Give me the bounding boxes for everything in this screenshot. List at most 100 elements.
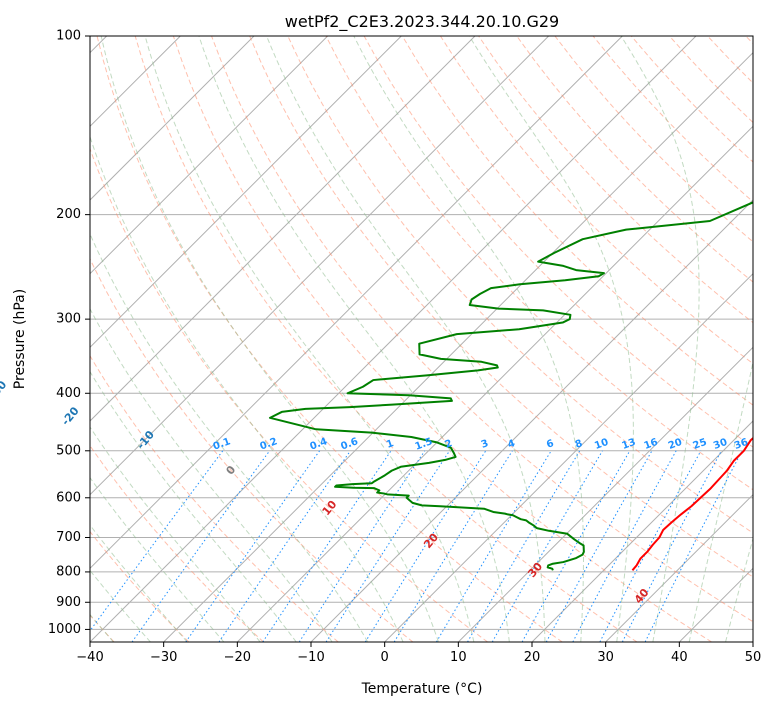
dry-adiabat-line (172, 36, 712, 642)
mixing-ratio-label: 6 (545, 438, 555, 451)
y-tick-label: 900 (56, 595, 81, 610)
dry-adiabat-label: -30 (0, 378, 10, 402)
mixing-ratio-label: 20 (667, 437, 684, 452)
moist-adiabat-line (90, 307, 333, 642)
isotherm-line (531, 420, 753, 642)
x-axis-ticks: −40 −30 −20 −10 0 10 20 30 40 50 (76, 642, 761, 665)
dry-adiabats (90, 36, 753, 642)
mixing-ratio-label: 1 (385, 438, 395, 451)
moist-adiabat-line (144, 36, 475, 642)
mixing-ratio-label: 10 (593, 437, 610, 452)
moist-adiabat-line (198, 36, 510, 642)
mixing-ratio-label: 2 (444, 438, 454, 451)
dry-adiabat-line (90, 444, 264, 642)
dry-adiabat-line (134, 36, 638, 642)
plot-frame (89, 35, 754, 643)
isotherm-line (90, 36, 476, 422)
x-tick-label: 30 (597, 650, 614, 665)
isotherm-line (457, 346, 753, 642)
pressure-grid (90, 36, 753, 630)
mixing-ratio-line (364, 450, 487, 642)
moist-adiabat-line (90, 232, 369, 642)
y-tick-label: 700 (56, 530, 81, 545)
moist-adiabat-line (688, 359, 753, 642)
dry-adiabat-line (90, 354, 339, 642)
mixing-ratio-label: 3 (480, 438, 490, 451)
mixing-ratio-line (185, 450, 320, 642)
isotherm-line (90, 36, 550, 496)
mixing-ratio-line (131, 450, 271, 642)
isotherm-line (90, 36, 402, 349)
isotherm-line (90, 36, 329, 275)
mixing-ratio-line (435, 450, 552, 642)
x-tick-label: −10 (297, 650, 324, 665)
moist-adiabat-line (90, 476, 225, 642)
isotherm-line (605, 493, 753, 642)
mixing-ratio-line (521, 450, 631, 642)
mixing-ratio-label: 4 (506, 438, 516, 451)
mixing-ratio-label: 13 (621, 437, 638, 452)
mixing-ratio-line (262, 450, 392, 642)
moist-adiabat-line (90, 135, 404, 642)
y-tick-label: 1000 (48, 622, 81, 637)
mixing-ratio-line (545, 450, 653, 642)
mixing-ratio-label: 25 (692, 437, 709, 452)
moist-adiabat-line (90, 370, 297, 642)
isotherm-line (90, 36, 623, 570)
isotherm-line (236, 125, 753, 642)
dry-adiabat-line (211, 36, 753, 623)
mixing-ratio-line (572, 450, 677, 642)
y-tick-label: 100 (56, 29, 81, 44)
isotherm-line (163, 51, 753, 642)
chart-title: wetPf2_C2E3.2023.344.20.10.G29 (285, 12, 559, 32)
mixing-ratio-line (325, 450, 450, 642)
dry-adiabat-line (90, 147, 488, 642)
mixing-ratio-label: 36 (733, 437, 750, 452)
dry-adiabat-line (249, 36, 753, 578)
dry-adiabat-line (516, 36, 753, 283)
x-tick-label: 10 (450, 650, 467, 665)
x-tick-label: 40 (671, 650, 688, 665)
y-tick-label: 300 (56, 312, 81, 327)
isotherm-line (384, 272, 753, 642)
y-tick-label: 200 (56, 207, 81, 222)
x-tick-label: 50 (745, 650, 762, 665)
moist-adiabat-line (353, 36, 584, 642)
mixing-ratio-line (599, 450, 702, 642)
moist-adiabat-line (90, 426, 261, 642)
mixing-ratio-label: 8 (574, 438, 584, 451)
y-tick-label: 800 (56, 564, 81, 579)
dry-adiabat-line (325, 36, 753, 491)
moist-adiabats (90, 36, 753, 642)
y-tick-label: 600 (56, 490, 81, 505)
profile-series (268, 201, 753, 571)
x-tick-label: −20 (224, 650, 251, 665)
y-tick-label: 400 (56, 386, 81, 401)
y-axis-label: Pressure (hPa) (12, 289, 28, 389)
x-tick-label: −30 (150, 650, 177, 665)
x-tick-label: 20 (524, 650, 541, 665)
mixing-ratio-label: 16 (643, 437, 660, 452)
moist-adiabat-line (620, 36, 700, 642)
y-tick-label: 500 (56, 443, 81, 458)
mixing-ratio-line (90, 450, 224, 632)
temperature-profile-line (631, 436, 753, 571)
mixing-ratio-line (644, 450, 743, 642)
dry-adiabat-line (96, 36, 563, 642)
x-tick-label: −40 (76, 650, 103, 665)
x-axis-label: Temperature (°C) (361, 681, 483, 697)
moist-adiabat-line (266, 36, 546, 642)
isotherm-line (90, 36, 697, 642)
mixing-ratio-label: 30 (712, 437, 729, 452)
dry-adiabat-line (90, 530, 190, 642)
mixing-ratio-line (218, 450, 351, 642)
dry-adiabat-line (401, 36, 753, 406)
y-axis-ticks: 100 200 300 400 500 600 700 800 900 1000 (48, 29, 90, 637)
dry-adiabat-line (440, 36, 753, 365)
x-tick-label: 0 (381, 650, 389, 665)
dry-adiabat-line (90, 257, 414, 642)
isotherm-line (90, 36, 255, 201)
mixing-ratio-lines (90, 450, 743, 642)
